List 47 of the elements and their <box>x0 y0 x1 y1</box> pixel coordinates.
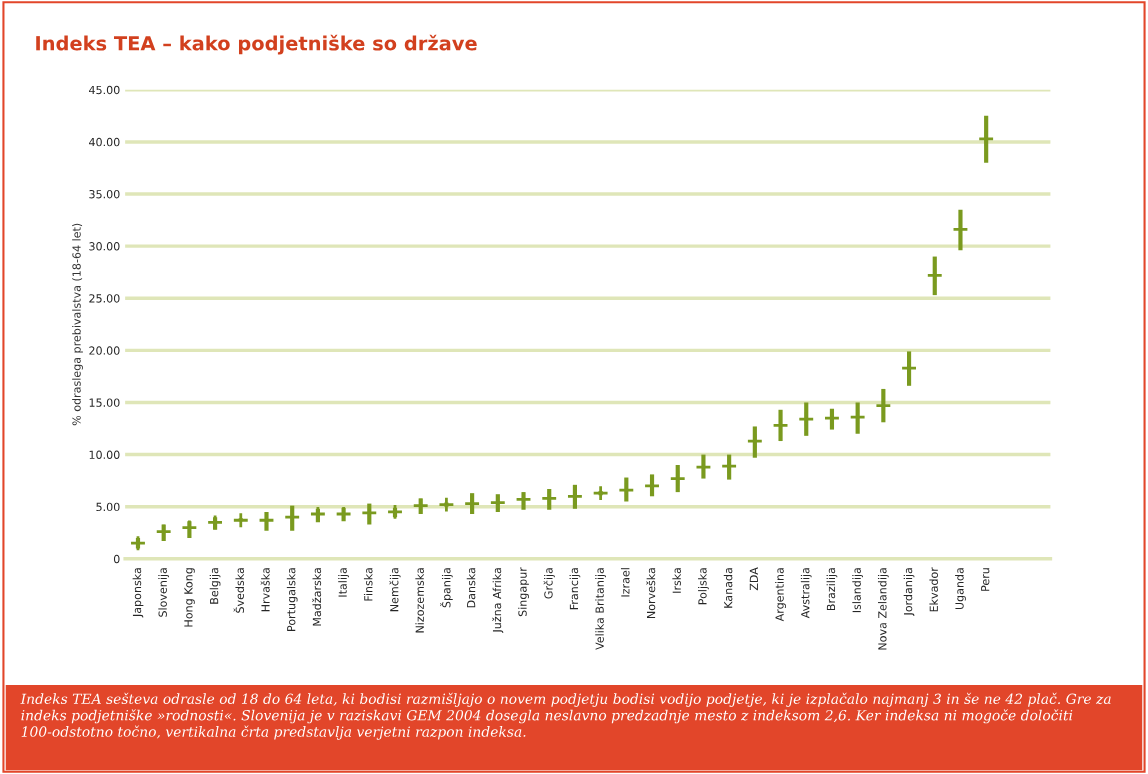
y-tick-label: 20.00 <box>89 346 120 355</box>
x-tick-label: Norveška <box>646 568 656 618</box>
y-tick-label: 30.00 <box>89 242 120 251</box>
x-tick-label: Uganda <box>955 568 966 610</box>
text: Indeks TEA sešteva odrasle od 18 do 64 leta, ki bodisi razmišljajo o novem podjetju bodisi vodijo podjetje, ki je izplačalo najmanj 3 in še ne 42 plač. Gre za indeks podjetniške »rodnosti«. Slovenija je v raziskavi GEM 2004 dosegla neslavno predzadnje mesto z indeksom 2,6. Ker indeksa ni mogoče določiti 100-odstotno točno, vertikalna črta predstavlja verjetni razpon indeksa. <box>20 692 1111 740</box>
chart-title: Indeks TEA – kako podjetniške so države <box>36 34 477 55</box>
x-tick-label: Hrvaška <box>260 568 270 612</box>
x-tick-label: Portugalska <box>286 568 298 631</box>
x-tick-label: Nova Zelandija <box>877 568 889 650</box>
x-tick-label: Peru <box>981 568 990 591</box>
x-tick-label: Japonska <box>132 568 144 618</box>
x-tick-label: Islandija <box>852 568 864 613</box>
x-tick-label: Švedska <box>233 568 245 613</box>
x-tick-label: Nizozemska <box>415 568 424 633</box>
x-tick-label: Argentina <box>775 568 786 622</box>
y-tick-label: 5.00 <box>96 502 120 512</box>
x-tick-label: Izrael <box>620 568 630 597</box>
x-tick-label: ZDA <box>749 567 758 591</box>
x-tick-label: Poljska <box>698 568 709 605</box>
x-tick-label: Avstralija <box>800 568 812 619</box>
x-tick-label: Južna Afrika <box>492 568 504 634</box>
y-axis-title: % odraslega prebivalstva (18-64 let) <box>72 223 83 426</box>
y-tick-label: 35.00 <box>89 189 120 199</box>
x-tick-label: Finska <box>363 568 373 601</box>
y-tick-label: 15.00 <box>89 398 120 407</box>
x-tick-label: Grčija <box>543 568 555 599</box>
x-tick-label: Jordanija <box>903 568 915 617</box>
x-tick-label: Brazilija <box>826 568 838 611</box>
x-tick-label: Madžarska <box>312 568 322 626</box>
x-tick-label: Hong Kong <box>184 568 195 627</box>
x-tick-label: Kanada <box>723 568 733 608</box>
y-tick-label: 0 <box>113 554 120 564</box>
x-tick-label: Velika Britanija <box>595 568 606 650</box>
x-tick-label: Belgija <box>209 568 221 604</box>
x-tick-label: Singapur <box>518 567 529 617</box>
y-tick-label: 25.00 <box>89 294 120 303</box>
y-tick-label: 10.00 <box>89 450 120 459</box>
x-tick-label: Nemčija <box>389 568 401 612</box>
x-tick-label: Francija <box>569 568 581 610</box>
x-tick-label: Španija <box>440 568 453 608</box>
x-tick-label: Italija <box>338 568 349 597</box>
y-tick-label: 45.00 <box>89 85 120 95</box>
x-tick-label: Slovenija <box>158 568 170 617</box>
x-tick-label: Irska <box>672 568 681 593</box>
x-tick-label: Danska <box>466 568 476 608</box>
y-tick-label: 40.00 <box>89 137 120 147</box>
x-tick-label: Ekvador <box>929 567 938 612</box>
